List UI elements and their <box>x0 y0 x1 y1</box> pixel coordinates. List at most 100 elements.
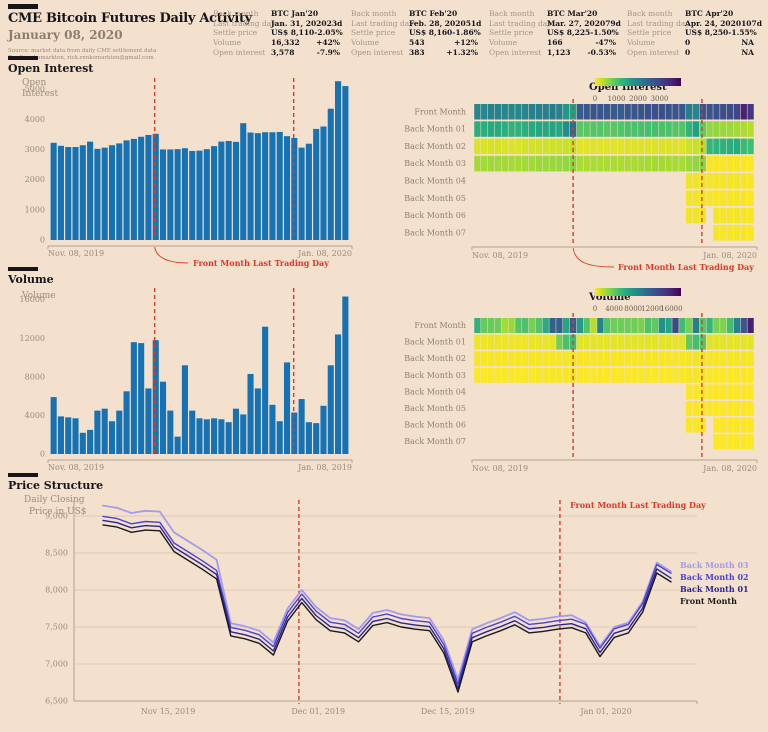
stat-value: BTC Feb'20 <box>409 9 458 18</box>
contract-stats: Back month BTC Jan'20 Last trading day Jan.… <box>213 9 762 58</box>
stat-value: 543 <box>409 38 425 48</box>
stat-row: Open interest 3,578 -7.9% <box>213 48 340 58</box>
stat-row: Settle price US$ 8,225 -1.50% <box>489 28 619 38</box>
svg-text:Open: Open <box>22 78 46 88</box>
title-rule <box>8 4 38 9</box>
stat-change: -1.50% <box>590 28 619 38</box>
stat-change: 23d <box>326 18 343 28</box>
svg-text:Back Month 03: Back Month 03 <box>404 371 466 380</box>
svg-text:6,500: 6,500 <box>45 697 68 706</box>
header: CME Bitcoin Futures Daily Activity Janua… <box>8 4 252 61</box>
stat-value: BTC Mar'20 <box>547 9 598 18</box>
svg-text:0: 0 <box>593 305 597 313</box>
svg-text:3000: 3000 <box>651 95 669 103</box>
svg-text:2000: 2000 <box>629 95 647 103</box>
stat-value: BTC Apr'20 <box>685 9 734 18</box>
svg-text:Front Month: Front Month <box>414 107 466 116</box>
stat-label: Open interest <box>627 47 680 57</box>
svg-text:Front Month: Front Month <box>414 321 466 330</box>
contract-stat-column: Back month BTC Mar'20 Last trading day Mar.… <box>489 9 621 58</box>
svg-text:Front Month: Front Month <box>680 596 737 606</box>
svg-text:9,000: 9,000 <box>45 512 68 521</box>
stat-row: Last trading day Feb. 28, 2020 51d <box>351 18 481 29</box>
svg-text:8,500: 8,500 <box>45 549 68 558</box>
svg-text:7,500: 7,500 <box>45 623 68 632</box>
section-open-interest: Open Interest <box>8 56 93 75</box>
stat-change: 107d <box>741 18 762 28</box>
svg-text:8000: 8000 <box>624 305 642 313</box>
svg-text:12000: 12000 <box>20 334 45 343</box>
svg-text:Back Month 02: Back Month 02 <box>404 142 466 151</box>
stat-change: -0.53% <box>587 47 616 57</box>
svg-text:Jan. 08, 2019: Jan. 08, 2019 <box>297 463 352 472</box>
contract-stat-column: Back month BTC Jan'20 Last trading day Jan.… <box>213 9 343 58</box>
stat-change: -1.55% <box>728 28 757 38</box>
svg-text:16000: 16000 <box>20 295 45 304</box>
svg-text:Daily Closing: Daily Closing <box>24 495 85 505</box>
contract-stat-column: Back month BTC Apr'20 Last trading day Apr.… <box>627 9 762 58</box>
svg-text:7,000: 7,000 <box>45 660 68 669</box>
stat-value: 1,123 <box>547 47 571 57</box>
stat-value: Feb. 28, 2020 <box>409 18 466 28</box>
source-note-2: By: @renkomarkten, rick.renkomarkten@gma… <box>8 54 154 61</box>
svg-text:1000: 1000 <box>25 205 45 214</box>
svg-text:Back Month 06: Back Month 06 <box>404 211 466 220</box>
stat-row: Open interest 0 NA <box>627 48 754 58</box>
stat-label: Back month <box>213 9 259 18</box>
svg-text:12000: 12000 <box>641 305 663 313</box>
svg-text:4000: 4000 <box>25 115 45 124</box>
stat-value: 383 <box>409 47 425 57</box>
svg-text:4000: 4000 <box>25 411 45 420</box>
report-date: January 08, 2020 <box>8 28 123 42</box>
section-title-volume: Volume <box>8 273 54 286</box>
svg-text:0: 0 <box>40 236 45 245</box>
svg-text:Back Month 04: Back Month 04 <box>404 387 466 396</box>
stat-row: Volume 543 +12% <box>351 38 478 48</box>
stat-row: Back month BTC Jan'20 <box>213 9 340 19</box>
svg-text:Front Month Last Trading Day: Front Month Last Trading Day <box>193 258 329 268</box>
stat-label: Settle price <box>213 28 258 38</box>
section-price-structure: Price Structure <box>8 473 103 492</box>
stat-value: US$ 8,160 <box>409 28 453 38</box>
svg-text:16000: 16000 <box>660 305 682 313</box>
stat-row: Settle price US$ 8,250 -1.55% <box>627 28 757 38</box>
stat-change: +42% <box>316 38 340 48</box>
svg-text:8000: 8000 <box>25 372 45 381</box>
svg-text:4000: 4000 <box>605 305 623 313</box>
contract-stat-column: Back month BTC Feb'20 Last trading day Feb.… <box>351 9 481 58</box>
stat-change: NA <box>741 38 754 48</box>
stat-row: Settle price US$ 8,160 -1.86% <box>351 28 481 38</box>
section-rule <box>8 473 38 477</box>
svg-text:Interest: Interest <box>22 89 59 99</box>
volume-bar-chart: Volume 0 4000 8000 12000 16000 Nov. 08, 2019 Ja… <box>20 288 353 472</box>
svg-text:Back Month 07: Back Month 07 <box>404 228 466 237</box>
stat-value: Mar. 27, 2020 <box>547 18 606 28</box>
svg-text:Volume: Volume <box>21 291 56 301</box>
svg-text:Price in US$: Price in US$ <box>29 507 86 517</box>
svg-text:0: 0 <box>40 450 45 459</box>
stat-change: NA <box>741 47 754 57</box>
stat-row: Volume 0 NA <box>627 38 754 48</box>
stat-label: Volume <box>627 38 656 48</box>
svg-text:Back Month 05: Back Month 05 <box>404 194 466 203</box>
stat-label: Settle price <box>489 28 534 38</box>
stat-row: Settle price US$ 8,110 -2.05% <box>213 28 343 38</box>
stat-row: Volume 166 -47% <box>489 38 616 48</box>
svg-text:3000: 3000 <box>25 145 45 154</box>
section-rule <box>8 56 38 60</box>
svg-text:Back Month 01: Back Month 01 <box>404 125 466 134</box>
section-title-price-structure: Price Structure <box>8 479 104 492</box>
stat-change: 51d <box>465 18 482 28</box>
stat-change: -7.9% <box>316 47 340 57</box>
stat-value: 0 <box>685 47 691 57</box>
svg-text:Nov. 08, 2019: Nov. 08, 2019 <box>48 249 104 258</box>
svg-text:Jan. 08, 2020: Jan. 08, 2020 <box>297 249 352 258</box>
price-structure-chart: Daily Closing Price in US$ 6,500 7,000 7,500… <box>24 495 749 716</box>
svg-text:Back Month 06: Back Month 06 <box>404 421 466 430</box>
stat-value: 166 <box>547 38 563 48</box>
section-rule <box>8 267 38 271</box>
svg-text:Nov. 08, 2019: Nov. 08, 2019 <box>472 464 528 473</box>
svg-text:Front Month Last Trading Day: Front Month Last Trading Day <box>618 262 754 272</box>
